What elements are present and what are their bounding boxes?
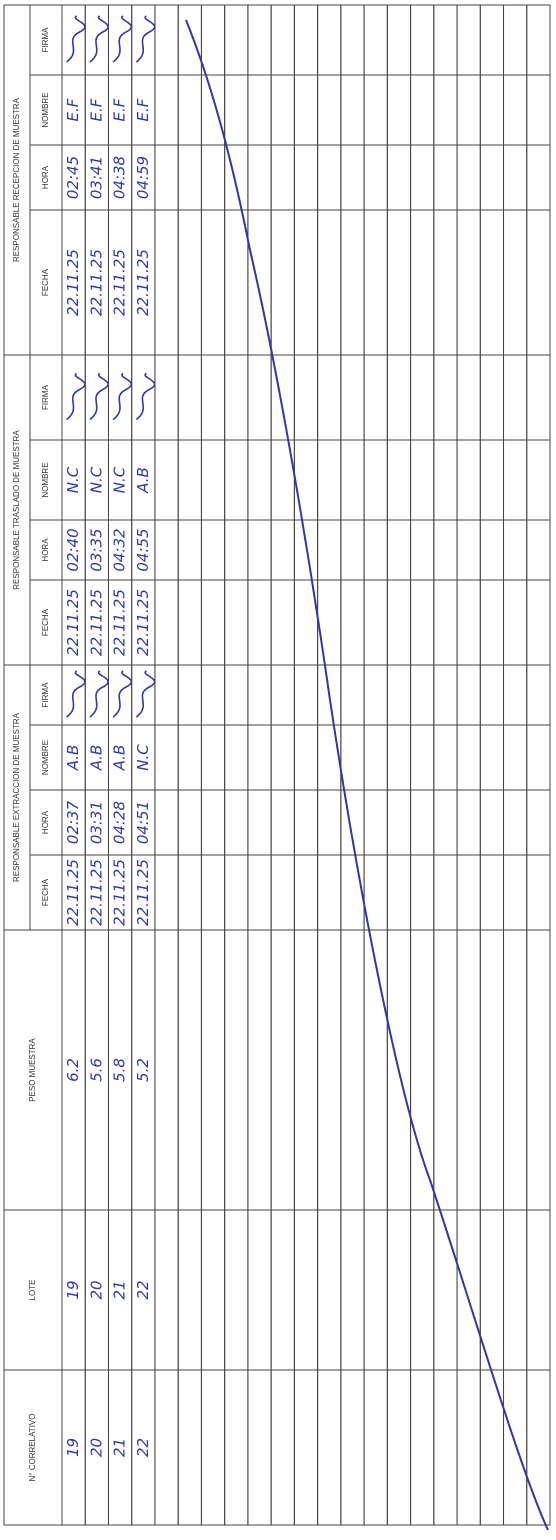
- handwritten-entry: 22: [134, 1280, 152, 1299]
- handwritten-entry: 22.11.25: [111, 859, 129, 926]
- handwritten-entry: N.C: [134, 744, 152, 771]
- handwritten-entry: N.C: [111, 466, 129, 493]
- column-header: FIRMA: [41, 384, 50, 410]
- column-header: FIRMA: [41, 682, 50, 708]
- handwritten-entry: E.F: [111, 98, 129, 121]
- handwritten-entry: E.F: [134, 98, 152, 121]
- handwritten-entry: 22.11.25: [134, 859, 152, 926]
- handwritten-entry: 22.11.25: [134, 249, 152, 316]
- handwritten-entry: 04:55: [134, 528, 152, 571]
- handwritten-entry: A.B: [64, 745, 82, 772]
- handwritten-entry: 03:31: [87, 801, 105, 844]
- handwritten-entry: 21: [111, 1280, 129, 1299]
- handwritten-entry: 04:28: [111, 801, 129, 844]
- group-header: RESPONSABLE TRASLADO DE MUESTRA: [12, 430, 21, 590]
- handwritten-entry: 22.11.25: [64, 249, 82, 316]
- handwritten-entry: 22: [134, 1438, 152, 1457]
- handwritten-entry: 02:37: [64, 800, 82, 844]
- handwritten-entry: 20: [87, 1438, 105, 1457]
- handwritten-entry: 22.11.25: [87, 249, 105, 316]
- handwritten-entry: 02:40: [64, 528, 82, 571]
- column-header: NOMBRE: [41, 92, 50, 127]
- form-scan: RESPONSABLE EXTRACCION DE MUESTRA RESPONS…: [0, 0, 556, 1540]
- column-header: HORA: [41, 810, 50, 834]
- handwritten-entry: 04:32: [111, 528, 129, 571]
- handwritten-entry: 19: [64, 1438, 82, 1457]
- group-header: RESPONSABLE EXTRACCION DE MUESTRA: [12, 712, 21, 882]
- group-header: RESPONSABLE RECEPCION DE MUESTRA: [12, 97, 21, 262]
- handwritten-entry: 04:51: [134, 801, 152, 844]
- handwritten-entry: 22.11.25: [87, 589, 105, 656]
- handwritten-entry: 22.11.25: [111, 249, 129, 316]
- handwritten-entry: 02:45: [64, 156, 82, 199]
- handwritten-entry: 19: [64, 1280, 82, 1299]
- column-header: LOTE: [28, 1280, 37, 1301]
- handwritten-entry: 04:38: [111, 156, 129, 199]
- column-header: N° CORRELATIVO: [28, 1414, 37, 1482]
- column-header: NOMBRE: [41, 740, 50, 775]
- handwritten-entry: E.F: [64, 98, 82, 121]
- column-header: FECHA: [41, 878, 50, 906]
- handwritten-entry: 5.6: [87, 1058, 105, 1082]
- handwritten-entry: 6.2: [64, 1058, 82, 1082]
- handwritten-entry: 20: [87, 1280, 105, 1299]
- column-header: HORA: [41, 165, 50, 189]
- handwritten-entry: 5.8: [111, 1058, 129, 1082]
- handwritten-entry: 22.11.25: [134, 589, 152, 656]
- handwritten-entry: A.B: [87, 745, 105, 772]
- handwritten-entry: 21: [111, 1438, 129, 1457]
- handwritten-entry: E.F: [87, 98, 105, 121]
- column-header: NOMBRE: [41, 462, 50, 497]
- handwritten-entry: N.C: [64, 466, 82, 493]
- handwritten-entry: 5.2: [134, 1058, 152, 1082]
- handwritten-entry: 04:59: [134, 156, 152, 199]
- handwritten-entry: 22.11.25: [111, 589, 129, 656]
- column-header: PESO MUESTRA: [28, 1038, 37, 1102]
- handwritten-entry: N.C: [87, 466, 105, 493]
- column-header: FIRMA: [41, 27, 50, 53]
- handwritten-entry: 22.11.25: [87, 859, 105, 926]
- handwritten-entry: 22.11.25: [64, 589, 82, 656]
- handwritten-entry: 22.11.25: [64, 859, 82, 926]
- column-header: FECHA: [41, 268, 50, 296]
- handwritten-entry: A.B: [111, 745, 129, 772]
- column-header: FECHA: [41, 608, 50, 636]
- handwritten-entry: 03:35: [87, 528, 105, 571]
- handwritten-entry: 03:41: [87, 156, 105, 199]
- column-header: HORA: [41, 538, 50, 562]
- handwritten-entry: A.B: [134, 467, 152, 494]
